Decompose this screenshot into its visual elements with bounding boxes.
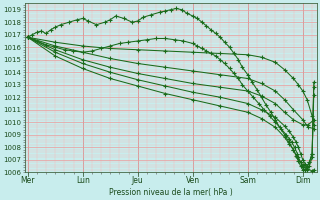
- X-axis label: Pression niveau de la mer( hPa ): Pression niveau de la mer( hPa ): [109, 188, 233, 197]
